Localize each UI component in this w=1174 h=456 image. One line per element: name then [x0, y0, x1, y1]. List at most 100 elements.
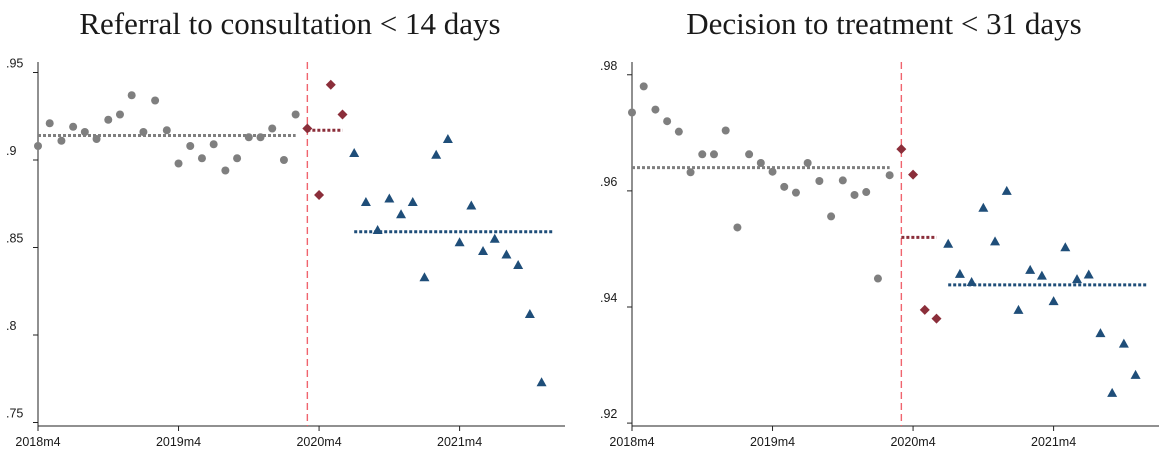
data-point	[990, 236, 1001, 246]
data-point	[919, 304, 930, 315]
data-point	[174, 159, 183, 168]
data-point	[709, 150, 718, 159]
y-tick-label: .85	[6, 232, 23, 246]
data-point	[279, 156, 288, 164]
data-point	[478, 246, 489, 255]
data-point	[536, 377, 547, 387]
data-point	[80, 128, 89, 136]
x-tick-label: 2021m4	[1031, 435, 1076, 449]
x-tick-label: 2018m4	[15, 435, 60, 449]
data-point	[325, 79, 336, 90]
y-tick-label: .94	[600, 291, 617, 305]
data-point	[1048, 296, 1059, 306]
data-point	[1095, 328, 1106, 338]
data-point	[454, 237, 465, 247]
chart-title: Referral to consultation < 14 days	[79, 6, 501, 41]
data-point	[827, 212, 836, 221]
data-point	[1118, 338, 1129, 348]
y-tick-label: .92	[600, 407, 617, 421]
x-tick-label: 2019m4	[750, 435, 795, 449]
data-point	[302, 123, 313, 134]
data-point	[244, 133, 253, 142]
data-point	[1107, 387, 1118, 397]
data-point	[197, 154, 206, 163]
data-point	[524, 309, 535, 318]
data-point	[791, 188, 800, 197]
data-point	[756, 159, 765, 168]
data-point	[360, 197, 371, 206]
data-point	[139, 128, 148, 136]
data-point	[943, 238, 954, 248]
data-point	[768, 167, 777, 176]
data-point	[349, 148, 360, 157]
y-tick-label: .95	[6, 57, 23, 71]
y-tick-label: .96	[600, 175, 617, 189]
y-tick-label: .75	[6, 407, 23, 421]
data-point	[1060, 242, 1071, 252]
x-tick-label: 2020m4	[890, 435, 935, 449]
data-point	[419, 272, 430, 282]
data-point	[57, 136, 66, 145]
data-point	[431, 149, 442, 159]
data-point	[489, 233, 500, 243]
data-point	[513, 260, 524, 269]
data-point	[466, 200, 477, 210]
data-point	[651, 105, 660, 114]
data-point	[663, 117, 672, 126]
scatter-plot: .75 .8 .85 .9 .95 2018m4 2019m4 2020m4 2021m4	[6, 57, 565, 449]
data-point	[674, 127, 683, 136]
data-point	[162, 126, 171, 135]
data-point	[780, 182, 789, 191]
data-point	[115, 110, 124, 119]
data-point	[954, 268, 965, 278]
data-point	[931, 313, 942, 324]
data-point	[34, 142, 42, 150]
data-point	[978, 202, 989, 212]
data-point	[1001, 185, 1012, 195]
chart-panel-decision: Decision to treatment < 31 days .92.94.9…	[594, 0, 1174, 456]
x-tick-label: 2021m4	[437, 435, 482, 449]
data-point	[256, 133, 265, 142]
x-tick-label: 2018m4	[609, 435, 654, 449]
data-point	[698, 150, 707, 159]
data-point	[221, 166, 230, 175]
y-tick-label: .9	[6, 144, 16, 158]
x-tick-label: 2019m4	[156, 435, 201, 449]
y-tick-label: .98	[600, 59, 617, 73]
data-point	[838, 176, 847, 185]
data-point	[442, 134, 453, 143]
data-point	[69, 122, 78, 131]
data-point	[966, 277, 977, 287]
data-point	[721, 126, 730, 135]
data-point	[151, 96, 160, 105]
data-point	[745, 150, 754, 159]
chart-title: Decision to treatment < 31 days	[686, 6, 1082, 41]
data-point	[127, 91, 136, 100]
y-tick-label: .8	[6, 319, 16, 333]
data-point	[686, 168, 695, 177]
data-point	[862, 188, 871, 197]
data-point	[396, 209, 407, 219]
data-point	[407, 197, 418, 206]
data-point	[384, 193, 395, 203]
data-point	[92, 135, 101, 143]
data-point	[850, 190, 859, 199]
scatter-plot: .92 .94 .96 .98 2018m4 2019m4 2020m4 2021m4	[600, 59, 1159, 449]
data-point	[885, 171, 894, 180]
data-point	[733, 223, 742, 232]
data-point	[1025, 264, 1036, 274]
data-point	[1013, 304, 1024, 314]
data-point	[815, 177, 824, 186]
data-point	[803, 159, 812, 168]
data-point	[104, 115, 113, 124]
data-point	[639, 82, 648, 91]
x-tick-label: 2020m4	[296, 435, 341, 449]
data-point	[337, 109, 348, 120]
data-point	[1036, 270, 1047, 280]
data-point	[873, 274, 882, 283]
data-point	[45, 119, 54, 128]
data-point	[501, 249, 512, 259]
data-point	[1130, 369, 1141, 379]
data-point	[314, 190, 325, 200]
data-point	[372, 225, 383, 234]
